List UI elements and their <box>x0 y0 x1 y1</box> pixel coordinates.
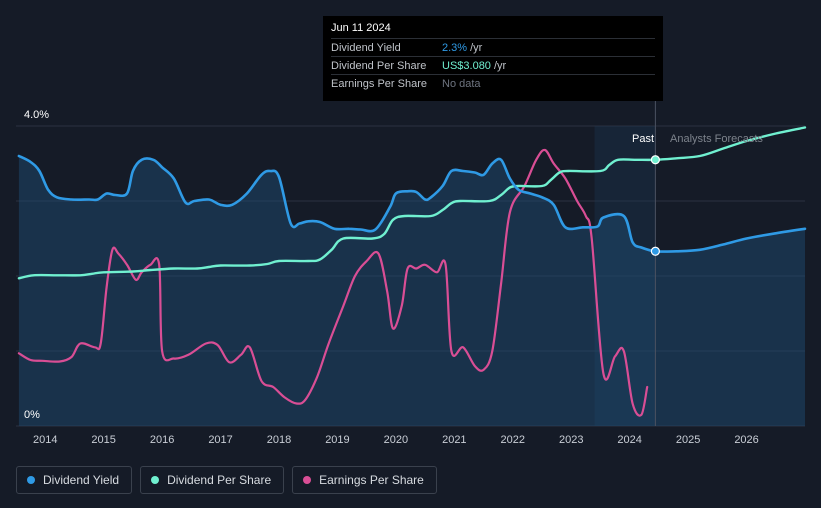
highlight-point <box>650 155 660 165</box>
tooltip: Jun 11 2024 Dividend Yield 2.3%/yr Divid… <box>323 16 663 101</box>
tooltip-label: Dividend Per Share <box>331 59 427 72</box>
tooltip-value: US$3.080 <box>442 59 491 72</box>
tooltip-value: 2.3% <box>442 41 468 54</box>
dividend-per-share-dot-icon <box>151 476 160 484</box>
highlight-point <box>650 246 660 256</box>
earnings-per-share-dot-icon <box>303 476 312 484</box>
tooltip-row-earnings-per-share: Earnings Per Share No data <box>331 74 655 92</box>
legend-label: Dividend Per Share <box>167 473 272 487</box>
x-tick-label: 2017 <box>208 434 232 446</box>
x-tick-label: 2022 <box>501 434 525 446</box>
legend-label: Dividend Yield <box>43 473 120 487</box>
x-tick-label: 2020 <box>384 434 408 446</box>
tooltip-row-dividend-yield: Dividend Yield 2.3%/yr <box>331 38 655 56</box>
legend-label: Earnings Per Share <box>319 473 424 487</box>
x-tick-label: 2021 <box>442 434 466 446</box>
highlight-points <box>650 155 660 256</box>
x-tick-label: 2019 <box>325 434 349 446</box>
dividend-yield-line <box>17 154 807 253</box>
tooltip-value: No data <box>442 77 481 90</box>
analysts-forecasts-label: Analysts Forecasts <box>670 133 763 145</box>
grid-lines <box>16 125 805 427</box>
x-tick-label: 2026 <box>734 434 758 446</box>
x-tick-label: 2018 <box>267 434 291 446</box>
y-bottom-label: 0% <box>24 409 40 421</box>
tooltip-unit: /yr <box>470 41 483 54</box>
dividend-yield-dot-icon <box>27 476 35 484</box>
past-label: Past <box>632 133 654 145</box>
x-tick-label: 2023 <box>559 434 583 446</box>
x-tick-label: 2016 <box>150 434 174 446</box>
tooltip-unit: /yr <box>493 59 507 72</box>
legend-dividend-yield[interactable]: Dividend Yield <box>16 466 133 494</box>
tooltip-row-dividend-per-share: Dividend Per Share US$3.080/yr <box>331 56 655 74</box>
y-top-label: 4.0% <box>24 109 49 121</box>
dividend-per-share-line <box>17 126 807 280</box>
x-tick-label: 2024 <box>617 434 641 446</box>
legend: Dividend Yield Dividend Per Share Earnin… <box>16 466 437 494</box>
tooltip-label: Earnings Per Share <box>331 77 427 90</box>
x-axis-ticks: 2014 2015 2016 2017 2018 2019 2020 2021 2022 2023… <box>33 434 759 446</box>
x-tick-label: 2025 <box>676 434 700 446</box>
earnings-per-share-line <box>17 148 649 417</box>
tooltip-label: Dividend Yield <box>331 41 401 54</box>
dividend-yield-area <box>18 156 805 426</box>
legend-earnings-per-share[interactable]: Earnings Per Share <box>292 466 437 494</box>
legend-dividend-per-share[interactable]: Dividend Per Share <box>140 466 285 494</box>
tooltip-date: Jun 11 2024 <box>331 22 391 34</box>
x-tick-label: 2015 <box>91 434 115 446</box>
x-tick-label: 2014 <box>33 434 57 446</box>
